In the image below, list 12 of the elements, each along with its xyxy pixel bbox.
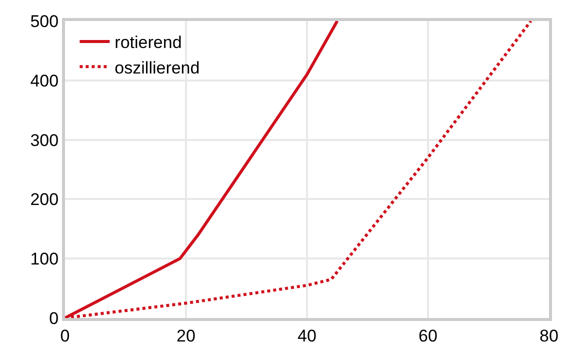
x-tick-label: 40: [298, 326, 316, 346]
y-tick-label: 100: [30, 250, 59, 269]
x-tick-label: 60: [418, 326, 438, 346]
y-tick-label: 300: [30, 130, 59, 150]
y-tick-label: 500: [30, 12, 59, 31]
x-tick-label: 80: [540, 326, 558, 346]
y-tick-label: 400: [30, 71, 59, 90]
legend-label: oszillierend: [114, 58, 200, 78]
y-tick-label: 0: [49, 308, 59, 328]
legend-label: rotierend: [114, 33, 182, 52]
x-tick-label: 20: [176, 326, 196, 346]
y-tick-label: 200: [30, 190, 59, 210]
